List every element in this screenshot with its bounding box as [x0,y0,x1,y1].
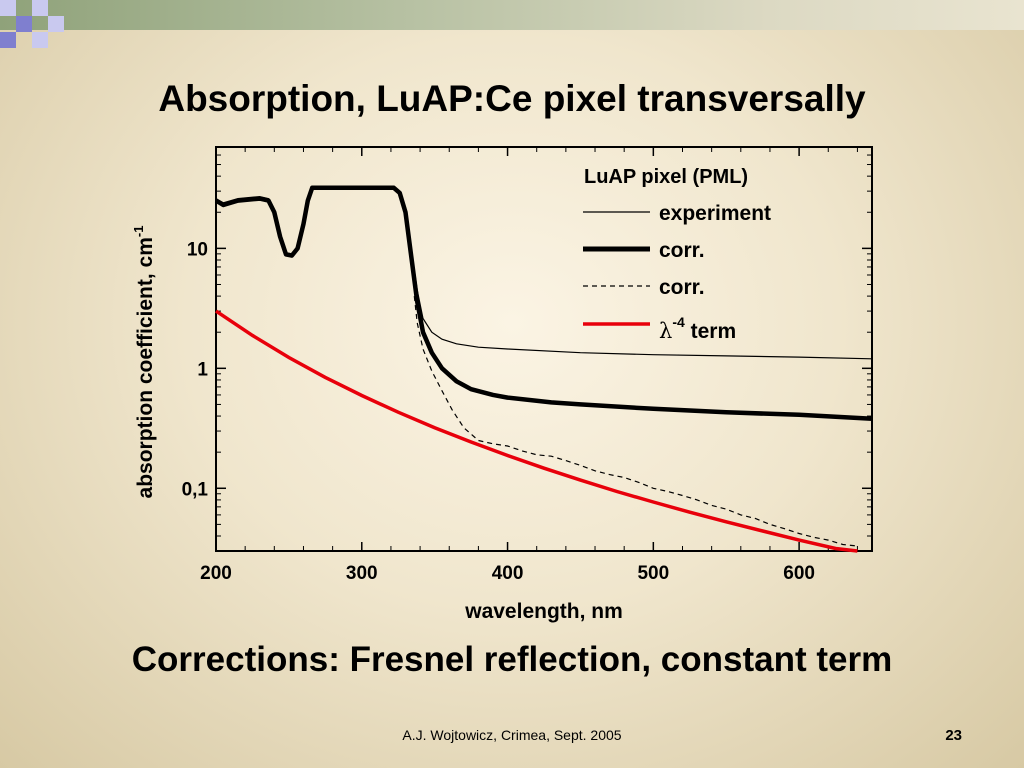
plot-area [215,146,873,552]
top-decorative-band [0,0,1024,30]
corner-square-6 [32,32,48,48]
corner-square-3 [16,16,32,32]
x-tick-label: 200 [200,563,232,584]
slide-title: Absorption, LuAP:Ce pixel transversally [158,78,866,119]
y-axis-title-main: absorption coefficient, cm [134,237,157,498]
y-axis-title: absorption coefficient, cm-1 [131,226,157,499]
legend-lambda-exponent: -4 [672,314,685,330]
slide-footer: A.J. Wojtowicz, Crimea, Sept. 2005 [402,727,622,743]
axis-ticks [215,146,872,552]
series-corr-dashed [413,296,858,547]
legend-label-lambda-term: λ-4 term [659,314,736,343]
legend-label-corr-dashed: corr. [659,276,705,299]
y-axis-title-sup: -1 [131,226,146,238]
legend-lambda-symbol: λ [659,319,672,343]
x-tick-labels: 200 300 400 500 600 [200,563,815,584]
y-tick-labels: 0,1 1 10 [182,239,209,500]
x-tick-label: 600 [783,563,815,584]
legend: LuAP pixel (PML) experiment corr. corr. … [583,166,771,343]
corner-square-2 [32,0,48,16]
series-experiment [215,185,873,360]
legend-lambda-suffix: term [685,320,736,343]
x-tick-label: 400 [492,563,524,584]
x-tick-label: 500 [637,563,669,584]
corner-square-4 [48,16,64,32]
series-layer [214,185,873,553]
x-axis-title: wavelength, nm [464,600,623,623]
y-tick-label: 0,1 [182,479,209,500]
y-tick-label: 10 [187,239,208,260]
x-tick-label: 300 [346,563,378,584]
slide-subtitle: Corrections: Fresnel reflection, constan… [131,640,893,679]
legend-label-experiment: experiment [659,202,771,225]
y-tick-label: 1 [197,359,208,380]
page-number: 23 [945,727,962,744]
corner-square-5 [0,32,16,48]
corner-square-1 [0,0,16,16]
legend-title: LuAP pixel (PML) [584,166,748,188]
legend-label-corr-thick: corr. [659,239,705,262]
series-lambda-term [215,309,858,553]
series-corr-thick [214,185,873,421]
